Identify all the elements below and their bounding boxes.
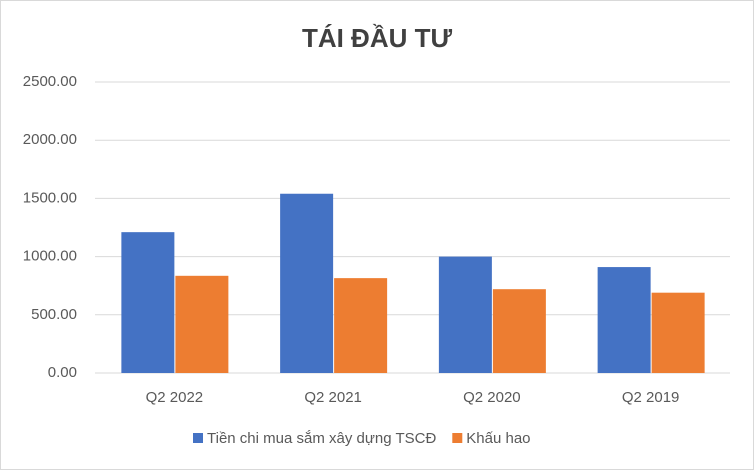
y-tick-label: 2500.00 — [23, 73, 77, 90]
y-tick-label: 500.00 — [31, 306, 77, 323]
x-tick-label: Q2 2022 — [146, 389, 204, 406]
legend-swatch — [193, 433, 203, 443]
bar — [334, 278, 388, 373]
y-tick-label: 0.00 — [48, 364, 77, 381]
legend-label: Tiền chi mua sắm xây dựng TSCĐ — [207, 430, 436, 447]
bar — [438, 256, 492, 373]
bar — [121, 232, 175, 373]
legend-label: Khấu hao — [466, 430, 530, 447]
x-tick-label: Q2 2020 — [463, 389, 521, 406]
bar — [175, 275, 229, 373]
chart-title: TÁI ĐẦU TƯ — [302, 23, 453, 53]
y-tick-label: 1000.00 — [23, 248, 77, 265]
y-tick-label: 1500.00 — [23, 189, 77, 206]
y-tick-label: 2000.00 — [23, 131, 77, 148]
legend-swatch — [452, 433, 463, 443]
bar — [651, 292, 705, 373]
bar — [597, 267, 651, 373]
x-tick-label: Q2 2019 — [622, 389, 680, 406]
bar — [280, 193, 334, 373]
bar — [492, 289, 546, 373]
x-tick-label: Q2 2021 — [304, 389, 362, 406]
